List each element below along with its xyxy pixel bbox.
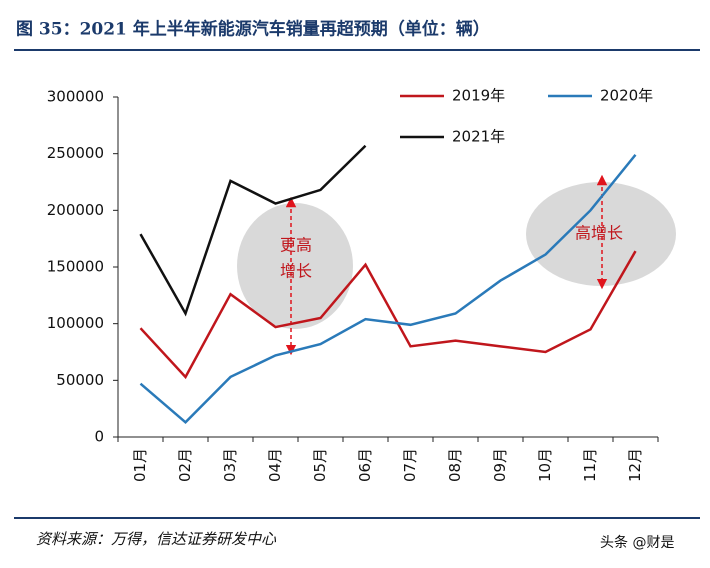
legend-label: 2020年: [600, 87, 653, 105]
annotation: 更高: [280, 236, 312, 255]
x-tick-label: 07月: [401, 448, 419, 482]
x-tick-label: 01月: [131, 448, 149, 482]
x-tick-label: 11月: [581, 448, 599, 482]
x-tick-label: 09月: [491, 448, 509, 482]
source: 资料来源：万得，信达证券研发中心: [36, 530, 277, 548]
y-tick-label: 100000: [47, 314, 104, 332]
y-tick-label: 250000: [47, 144, 104, 162]
x-tick-label: 03月: [221, 448, 239, 482]
x-tick-label: 02月: [176, 448, 194, 482]
y-tick-label: 200000: [47, 201, 104, 219]
x-tick-label: 04月: [266, 448, 284, 482]
legend-label: 2021年: [452, 128, 505, 146]
y-tick-label: 50000: [56, 371, 104, 389]
x-tick-label: 10月: [536, 448, 554, 482]
annotation: 增长: [280, 262, 312, 281]
legend-label: 2019年: [452, 87, 505, 105]
y-tick-label: 0: [94, 428, 104, 446]
chart-title: 图 35：2021 年上半年新能源汽车销量再超预期（单位：辆）: [16, 19, 490, 40]
annotation: 高增长: [575, 224, 623, 243]
x-tick-label: 12月: [626, 448, 644, 482]
y-tick-label: 150000: [47, 258, 104, 276]
x-tick-label: 08月: [446, 448, 464, 482]
watermark: 头条 @财是: [600, 534, 674, 551]
series-line: [139, 144, 367, 317]
series-line: [139, 154, 637, 424]
x-tick-label: 05月: [311, 448, 329, 482]
series-line: [139, 250, 637, 380]
y-tick-label: 300000: [47, 88, 104, 106]
x-tick-label: 06月: [356, 448, 374, 482]
